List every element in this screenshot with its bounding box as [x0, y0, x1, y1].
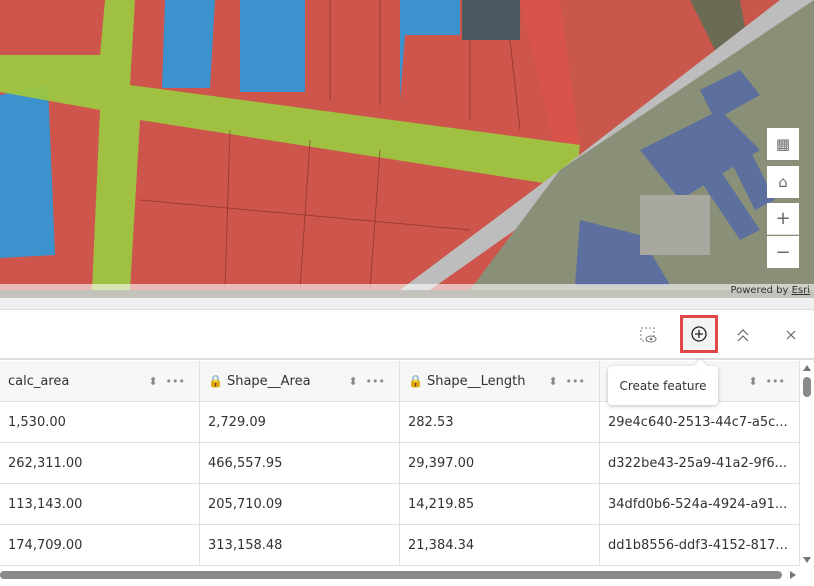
plus-circle-icon	[691, 326, 707, 342]
home-button[interactable]: ⌂	[767, 166, 799, 198]
scroll-down-icon	[803, 557, 811, 563]
home-icon: ⌂	[778, 173, 788, 191]
table-row[interactable]: 1,530.00 2,729.09 282.53 29e4c640-2513-44c7…	[0, 402, 800, 443]
esri-link[interactable]: Esri	[791, 285, 810, 296]
cell[interactable]: 14,219.85	[400, 484, 600, 524]
more-icon[interactable]: •••	[365, 374, 385, 388]
sort-icon[interactable]: ⬍	[148, 374, 158, 388]
close-icon	[786, 330, 796, 340]
collapse-button[interactable]	[727, 320, 759, 350]
cell[interactable]: 205,710.09	[200, 484, 400, 524]
column-header-calc-area[interactable]: calc_area ⬍ •••	[0, 361, 200, 401]
close-button[interactable]	[775, 320, 807, 350]
plus-icon: +	[775, 208, 791, 229]
map-view[interactable]: ▦ ⌂ + − Powered by Esri	[0, 0, 814, 298]
cell[interactable]: 34dfd0b6-524a-4924-a91...	[600, 484, 800, 524]
more-icon[interactable]: •••	[165, 374, 185, 388]
column-header-shape-area[interactable]: 🔒 Shape__Area ⬍ •••	[200, 361, 400, 401]
lock-icon: 🔒	[408, 374, 423, 388]
cell[interactable]: 1,530.00	[0, 402, 200, 442]
vertical-scrollbar[interactable]	[800, 361, 814, 567]
table-settings-button[interactable]: ▦	[767, 128, 799, 160]
cell[interactable]: 21,384.34	[400, 525, 600, 565]
panel-divider[interactable]	[0, 298, 814, 310]
zoom-in-button[interactable]: +	[767, 203, 799, 235]
sort-icon[interactable]: ⬍	[748, 374, 758, 388]
create-feature-button[interactable]	[680, 315, 718, 353]
cell[interactable]: 282.53	[400, 402, 600, 442]
table-row[interactable]: 262,311.00 466,557.95 29,397.00 d322be43-25…	[0, 443, 800, 484]
zoom-out-button[interactable]: −	[767, 236, 799, 268]
table-toolbar	[0, 310, 814, 360]
cell[interactable]: 313,158.48	[200, 525, 400, 565]
cell[interactable]: 2,729.09	[200, 402, 400, 442]
cell[interactable]: dd1b8556-ddf3-4152-817...	[600, 525, 800, 565]
table-gear-icon: ▦	[775, 135, 791, 153]
scroll-up-icon	[803, 365, 811, 371]
cell[interactable]: 113,143.00	[0, 484, 200, 524]
table-row[interactable]: 174,709.00 313,158.48 21,384.34 dd1b8556-dd…	[0, 525, 800, 566]
chevrons-up-icon	[737, 329, 749, 342]
sort-icon[interactable]: ⬍	[348, 374, 358, 388]
column-header-globalid[interactable]: ⬍ •••	[600, 361, 800, 401]
select-eye-icon	[640, 327, 657, 343]
map-imagery	[0, 0, 814, 298]
column-header-shape-length[interactable]: 🔒 Shape__Length ⬍ •••	[400, 361, 600, 401]
cell[interactable]: 29,397.00	[400, 443, 600, 483]
minus-icon: −	[775, 241, 791, 263]
attribution: Powered by Esri	[0, 284, 814, 298]
cell[interactable]: 29e4c640-2513-44c7-a5c...	[600, 402, 800, 442]
scroll-thumb	[803, 377, 811, 397]
table-row[interactable]: 113,143.00 205,710.09 14,219.85 34dfd0b6-52…	[0, 484, 800, 525]
lock-icon: 🔒	[208, 374, 223, 388]
scroll-thumb	[0, 571, 782, 579]
cell[interactable]: 262,311.00	[0, 443, 200, 483]
scroll-right-icon	[790, 571, 796, 579]
create-feature-tooltip: Create feature	[608, 366, 718, 405]
cell[interactable]: 466,557.95	[200, 443, 400, 483]
horizontal-scrollbar[interactable]	[0, 567, 814, 581]
cell[interactable]: 174,709.00	[0, 525, 200, 565]
show-selected-button[interactable]	[632, 320, 664, 350]
sort-icon[interactable]: ⬍	[548, 374, 558, 388]
cell[interactable]: d322be43-25a9-41a2-9f6...	[600, 443, 800, 483]
more-icon[interactable]: •••	[765, 374, 785, 388]
more-icon[interactable]: •••	[565, 374, 585, 388]
